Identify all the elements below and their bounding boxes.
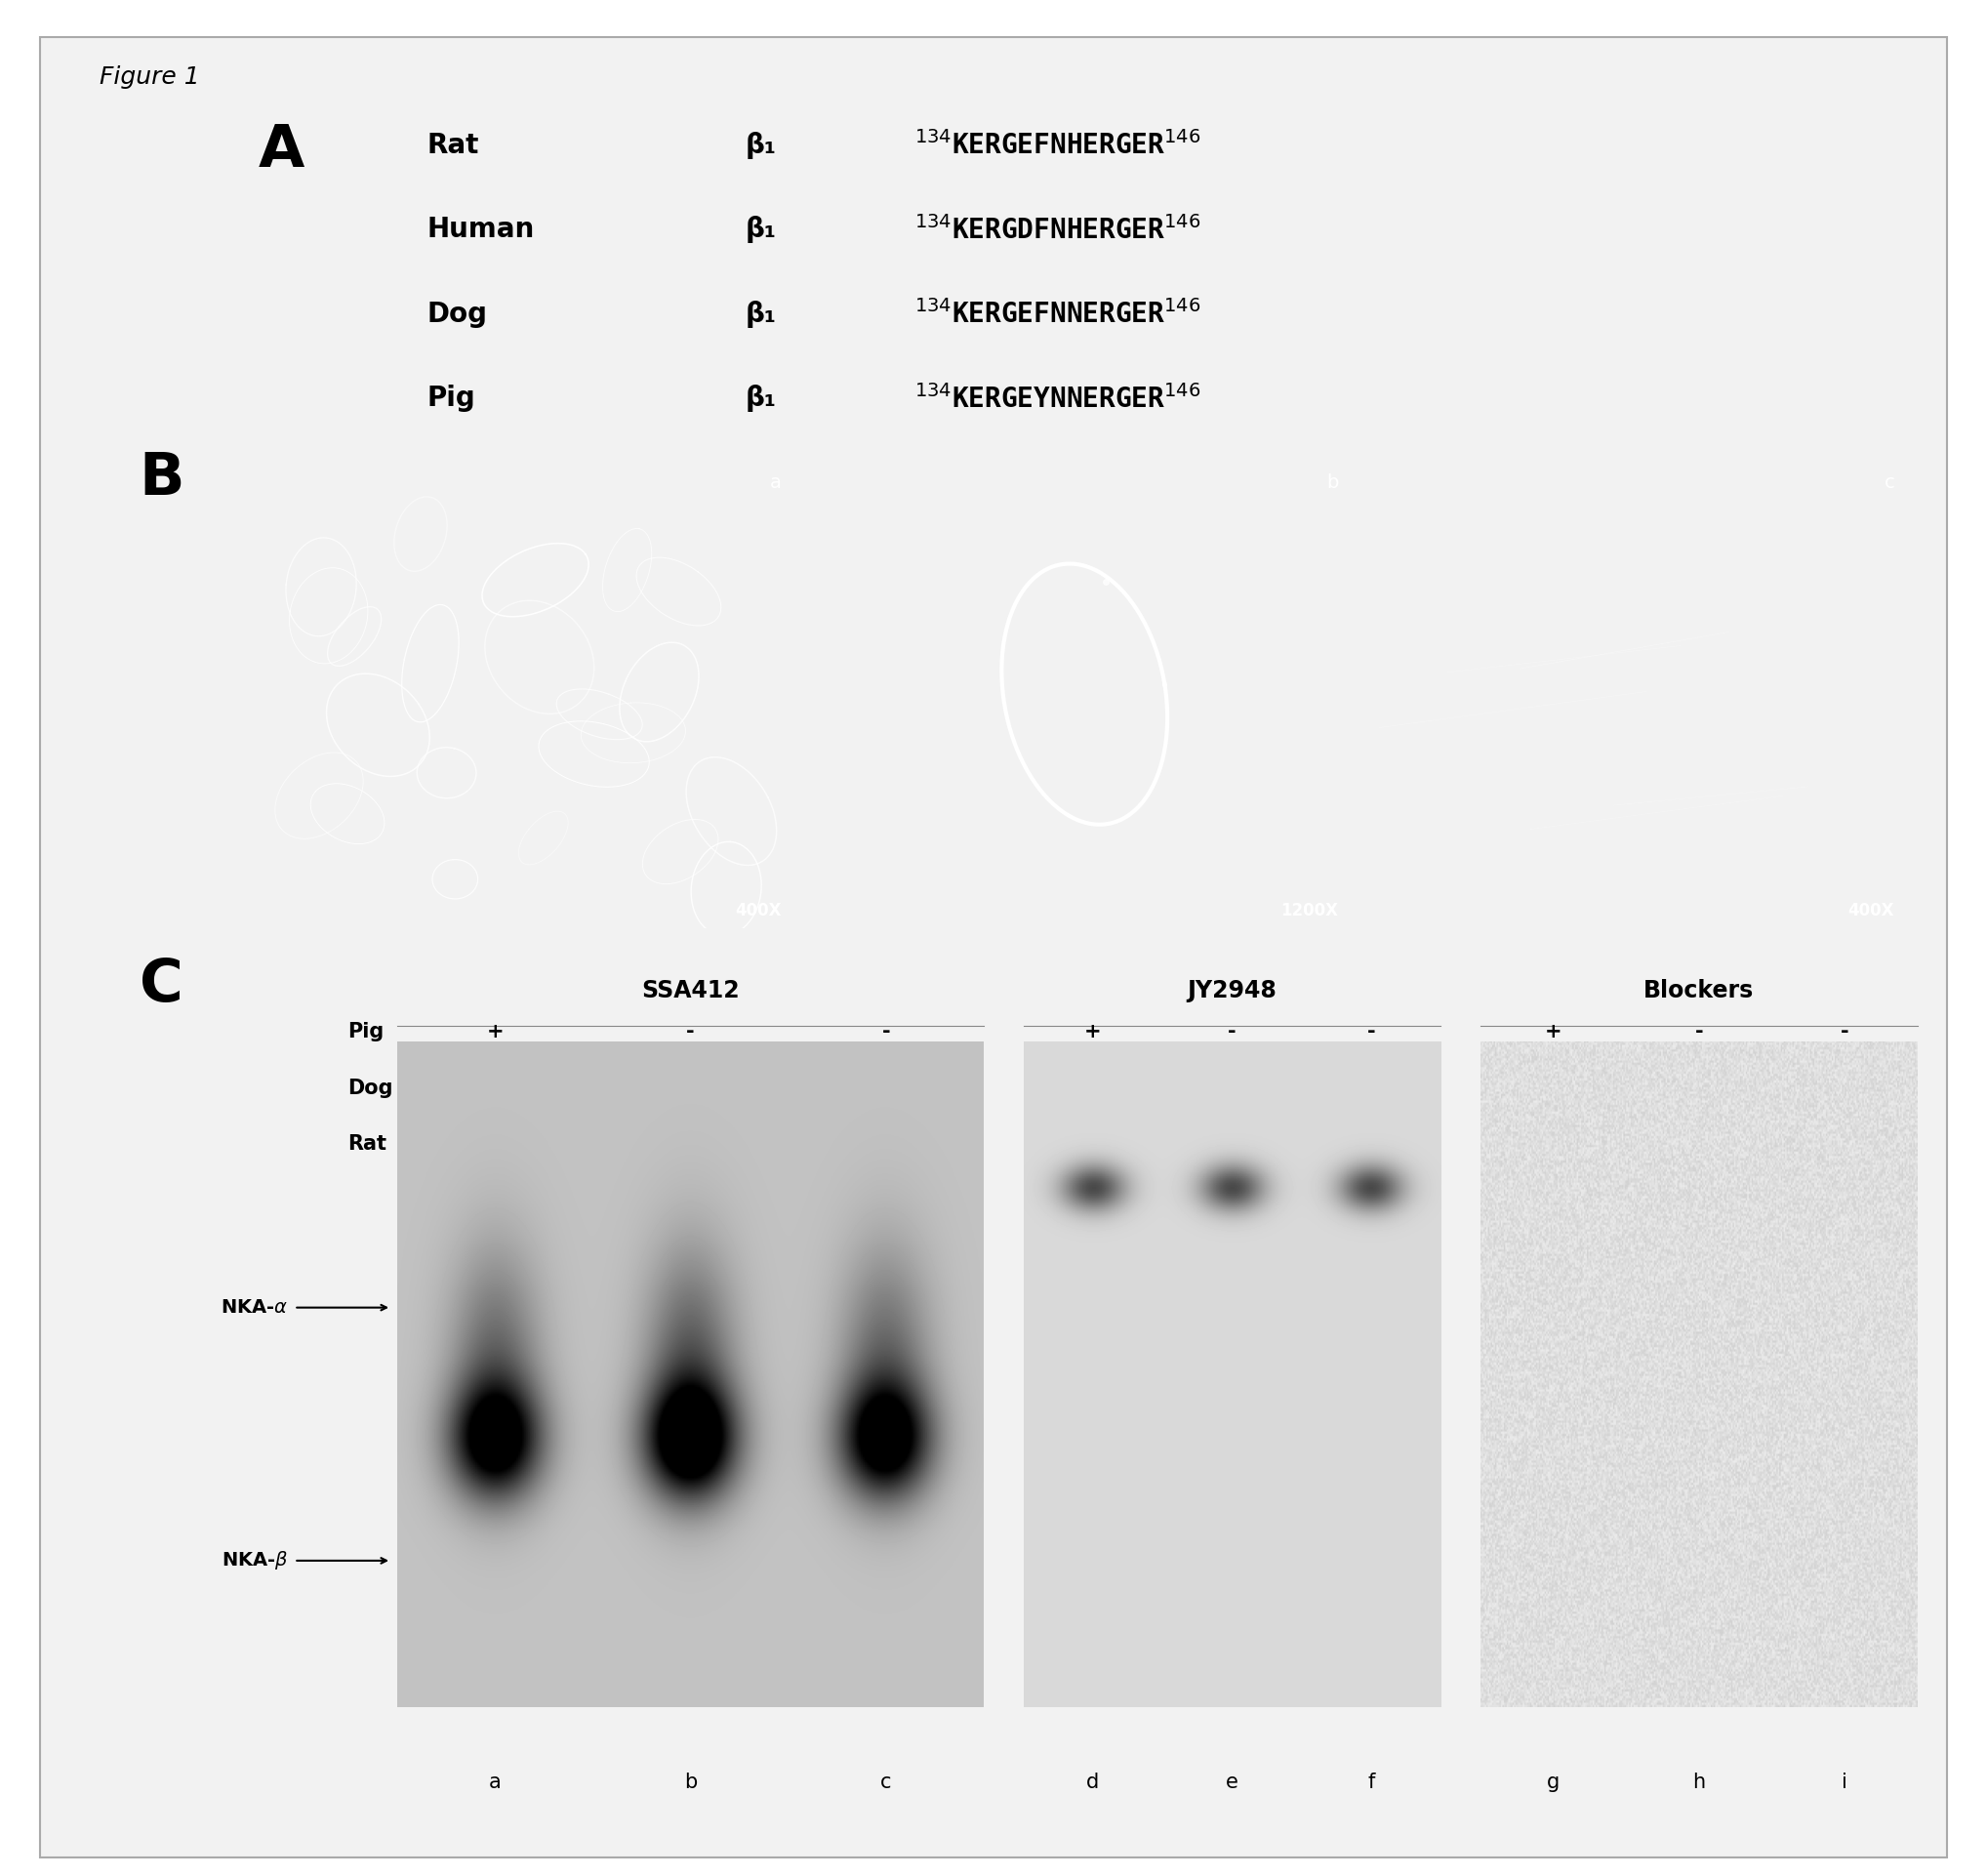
Text: Dog: Dog xyxy=(348,1079,393,1097)
FancyBboxPatch shape xyxy=(40,38,1947,1857)
Text: -: - xyxy=(491,1135,499,1154)
Text: Rat: Rat xyxy=(427,131,479,159)
Text: +: + xyxy=(1544,1022,1562,1041)
Text: C: C xyxy=(139,957,183,1015)
Text: 400X: 400X xyxy=(1848,902,1894,919)
Text: 1200X: 1200X xyxy=(1280,902,1337,919)
Text: -: - xyxy=(1695,1135,1703,1154)
Text: -: - xyxy=(1228,1135,1236,1154)
Text: Figure 1: Figure 1 xyxy=(99,66,199,88)
Text: -: - xyxy=(1089,1135,1097,1154)
Text: Dog: Dog xyxy=(427,300,487,328)
Text: +: + xyxy=(1085,1022,1101,1041)
Text: B: B xyxy=(139,450,185,508)
Text: Pig: Pig xyxy=(348,1022,383,1041)
Text: -: - xyxy=(882,1022,890,1041)
Text: h: h xyxy=(1693,1773,1705,1792)
Text: +: + xyxy=(1836,1135,1854,1154)
Text: Rat: Rat xyxy=(348,1135,387,1154)
Text: β₁: β₁ xyxy=(745,216,777,244)
Text: +: + xyxy=(878,1135,894,1154)
Text: +: + xyxy=(682,1079,699,1097)
Text: b: b xyxy=(684,1773,697,1792)
Text: -: - xyxy=(491,1079,499,1097)
Text: -: - xyxy=(1840,1022,1848,1041)
Text: $^{134}$KERGDFNHERGER$^{146}$: $^{134}$KERGDFNHERGER$^{146}$ xyxy=(914,216,1200,246)
Text: JY2948: JY2948 xyxy=(1186,979,1278,1002)
Text: NKA-$\alpha$: NKA-$\alpha$ xyxy=(221,1298,288,1317)
Text: $^{134}$KERGEYNNERGER$^{146}$: $^{134}$KERGEYNNERGER$^{146}$ xyxy=(914,385,1200,415)
Text: Human: Human xyxy=(427,216,535,244)
Text: -: - xyxy=(1550,1135,1558,1154)
Text: +: + xyxy=(1224,1079,1240,1097)
Text: e: e xyxy=(1226,1773,1238,1792)
Text: c: c xyxy=(1884,473,1894,492)
Text: +: + xyxy=(1363,1135,1379,1154)
Text: f: f xyxy=(1367,1773,1375,1792)
Text: -: - xyxy=(1228,1022,1236,1041)
Text: -: - xyxy=(1367,1022,1375,1041)
Text: SSA412: SSA412 xyxy=(642,979,739,1002)
Text: $^{134}$KERGEFNHERGER$^{146}$: $^{134}$KERGEFNHERGER$^{146}$ xyxy=(914,131,1200,161)
Text: Pig: Pig xyxy=(427,385,475,413)
Text: -: - xyxy=(882,1079,890,1097)
Text: +: + xyxy=(487,1022,503,1041)
Text: i: i xyxy=(1842,1773,1848,1792)
Text: a: a xyxy=(489,1773,501,1792)
Text: Blockers: Blockers xyxy=(1643,979,1755,1002)
Text: $^{134}$KERGEFNNERGER$^{146}$: $^{134}$KERGEFNNERGER$^{146}$ xyxy=(914,300,1200,330)
Text: d: d xyxy=(1087,1773,1099,1792)
Text: -: - xyxy=(686,1022,695,1041)
Text: b: b xyxy=(1325,473,1337,492)
Text: β₁: β₁ xyxy=(745,131,777,159)
Text: -: - xyxy=(1840,1079,1848,1097)
Text: -: - xyxy=(1089,1079,1097,1097)
Text: -: - xyxy=(1550,1079,1558,1097)
Text: g: g xyxy=(1546,1773,1560,1792)
Text: a: a xyxy=(771,473,781,492)
Text: NKA-$\beta$: NKA-$\beta$ xyxy=(221,1550,288,1572)
Text: c: c xyxy=(880,1773,892,1792)
Text: -: - xyxy=(1367,1079,1375,1097)
Text: 400X: 400X xyxy=(735,902,781,919)
Text: +: + xyxy=(1691,1079,1707,1097)
Text: β₁: β₁ xyxy=(745,385,777,413)
Text: β₁: β₁ xyxy=(745,300,777,328)
Text: -: - xyxy=(686,1135,695,1154)
Text: -: - xyxy=(1695,1022,1703,1041)
Text: A: A xyxy=(258,122,304,180)
